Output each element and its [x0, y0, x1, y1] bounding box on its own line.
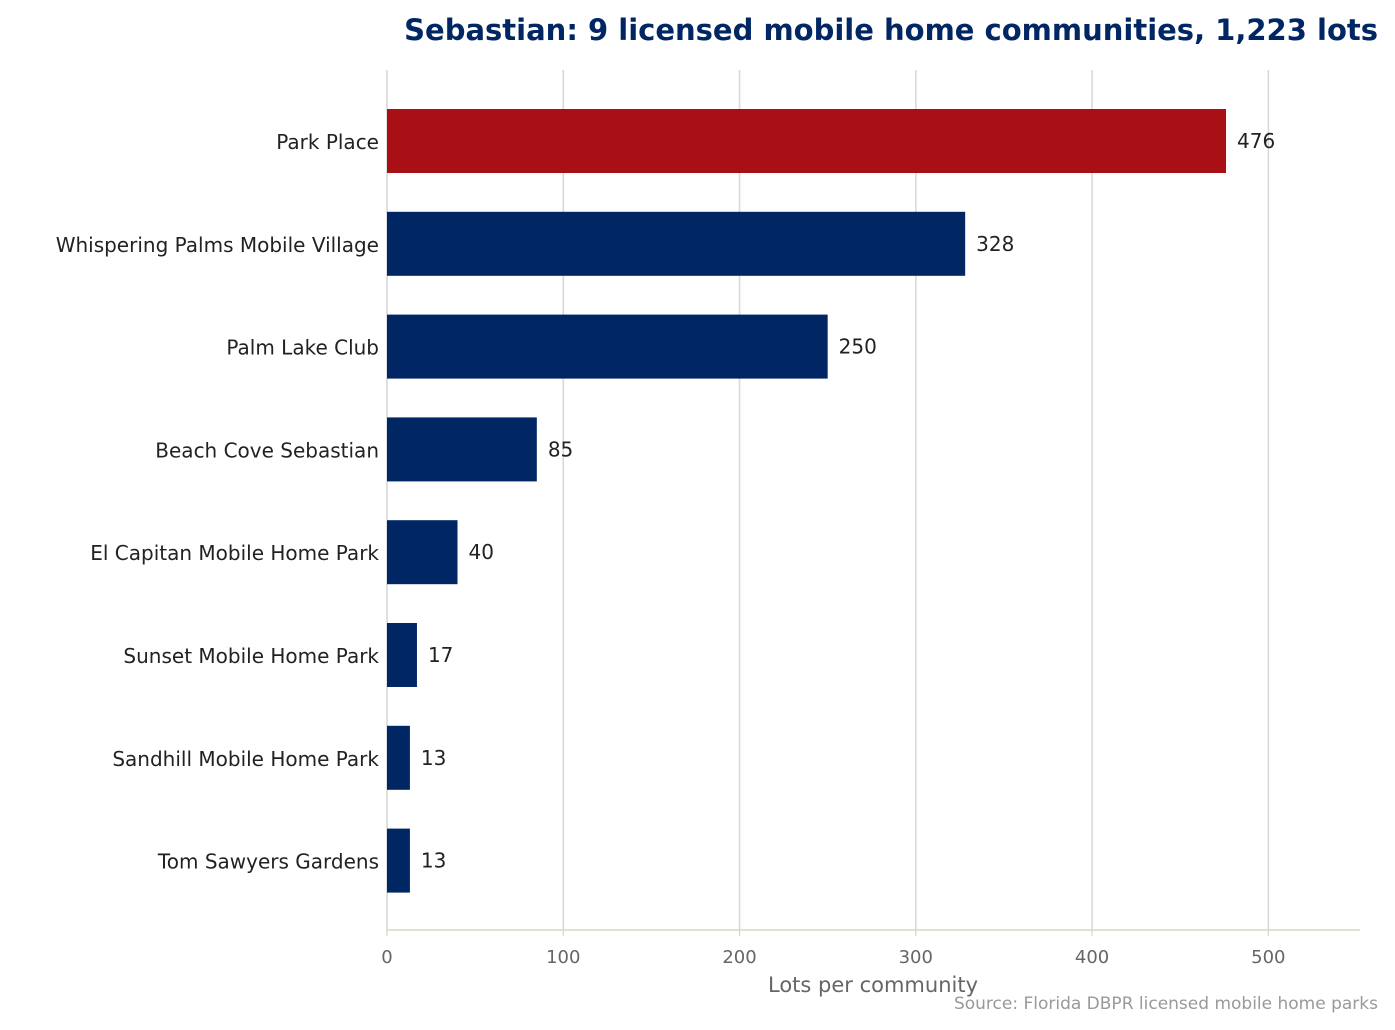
x-tick-label: 0 [381, 947, 392, 968]
bar [387, 314, 828, 379]
category-label: Sunset Mobile Home Park [123, 644, 379, 668]
category-label: El Capitan Mobile Home Park [90, 541, 379, 565]
x-tick-label: 400 [1075, 947, 1109, 968]
category-label: Beach Cove Sebastian [155, 438, 379, 462]
gridlines [386, 70, 1270, 930]
value-labels: 476 328 250 85 40 17 13 13 [421, 129, 1275, 873]
category-label: Whispering Palms Mobile Village [56, 233, 379, 257]
category-label: Park Place [276, 130, 379, 154]
value-label: 17 [428, 643, 453, 667]
bar [387, 211, 966, 276]
x-tick-label: 500 [1251, 947, 1285, 968]
value-label: 250 [839, 335, 877, 359]
x-axis-ticks: 0 100 200 300 400 500 [381, 930, 1286, 968]
x-axis-label: Lots per community [768, 973, 978, 997]
x-tick-label: 100 [546, 947, 580, 968]
bars [387, 109, 1227, 893]
category-label: Tom Sawyers Gardens [157, 850, 379, 874]
x-tick-label: 200 [722, 947, 756, 968]
value-label: 476 [1237, 129, 1275, 153]
value-label: 40 [469, 540, 494, 564]
chart-title: Sebastian: 9 licensed mobile home commun… [404, 13, 1378, 47]
value-label: 13 [421, 849, 446, 873]
bar [387, 828, 410, 893]
value-label: 85 [548, 437, 573, 461]
bar [387, 725, 410, 790]
source-note: Source: Florida DBPR licensed mobile hom… [954, 994, 1378, 1014]
bar [387, 520, 458, 585]
category-label: Palm Lake Club [226, 336, 379, 360]
category-label: Sandhill Mobile Home Park [112, 747, 379, 771]
value-label: 13 [421, 746, 446, 770]
x-tick-label: 300 [899, 947, 933, 968]
bar [387, 623, 417, 687]
bar [387, 417, 537, 482]
bar [387, 109, 1227, 173]
value-label: 328 [976, 232, 1014, 256]
category-labels: Park Place Whispering Palms Mobile Villag… [56, 130, 380, 874]
